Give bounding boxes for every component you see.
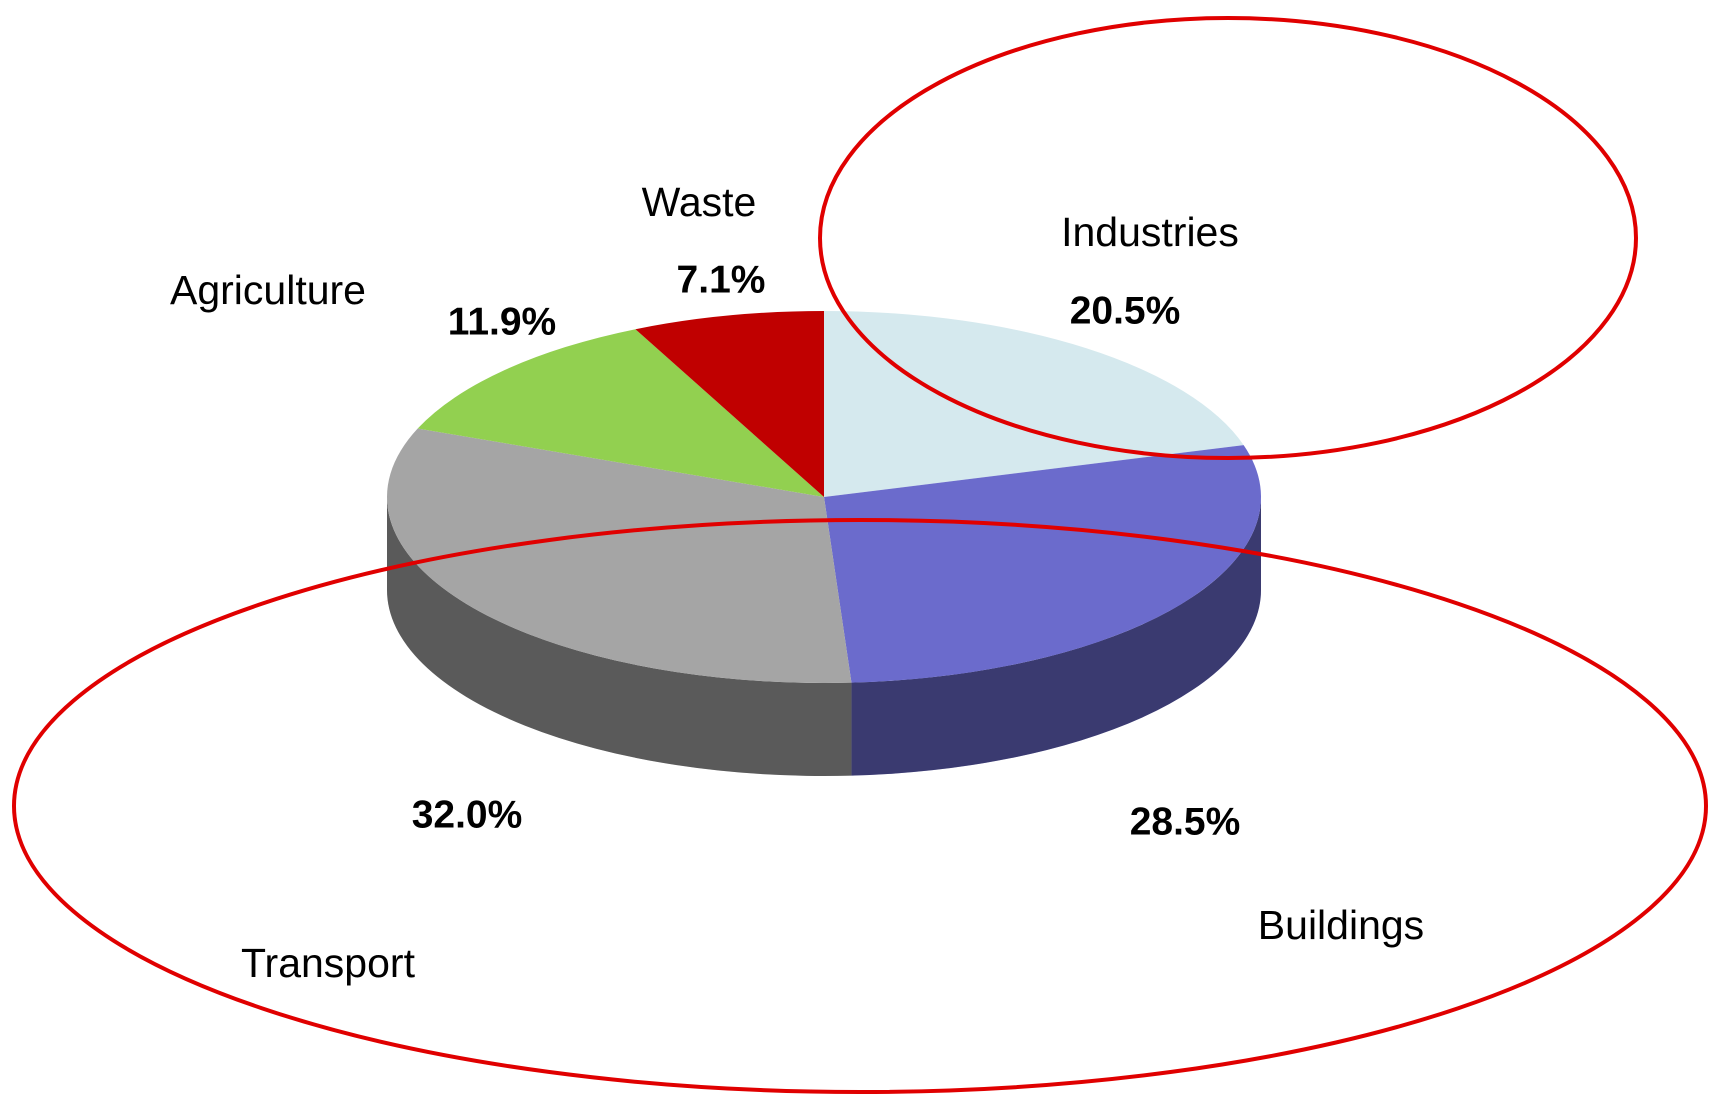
slice [824,445,1261,683]
highlight-ellipse [818,16,1638,460]
slice-side [851,497,1261,776]
category-label: Agriculture [170,267,366,313]
labels: Industries 20.5% Buildings 28.5% Transport 32… [170,179,1424,986]
category-label: Industries [1061,209,1239,255]
value-label: 11.9% [448,300,556,343]
value-label: 32.0% [412,793,523,836]
highlight-ellipse [12,518,1708,1094]
value-label: 7.1% [677,258,766,301]
slice-side [387,497,852,776]
category-label: Waste [642,179,757,225]
value-label: 28.5% [1130,800,1241,843]
value-label: 20.5% [1070,289,1181,332]
pie [386,311,1261,776]
slice-side-shade [851,497,1261,776]
slice [824,311,1244,497]
slice [635,311,824,497]
slice [417,329,824,497]
category-label: Buildings [1258,902,1424,948]
category-label: Transport [241,940,416,986]
slice-side-shade [387,497,852,776]
slice [386,428,852,683]
